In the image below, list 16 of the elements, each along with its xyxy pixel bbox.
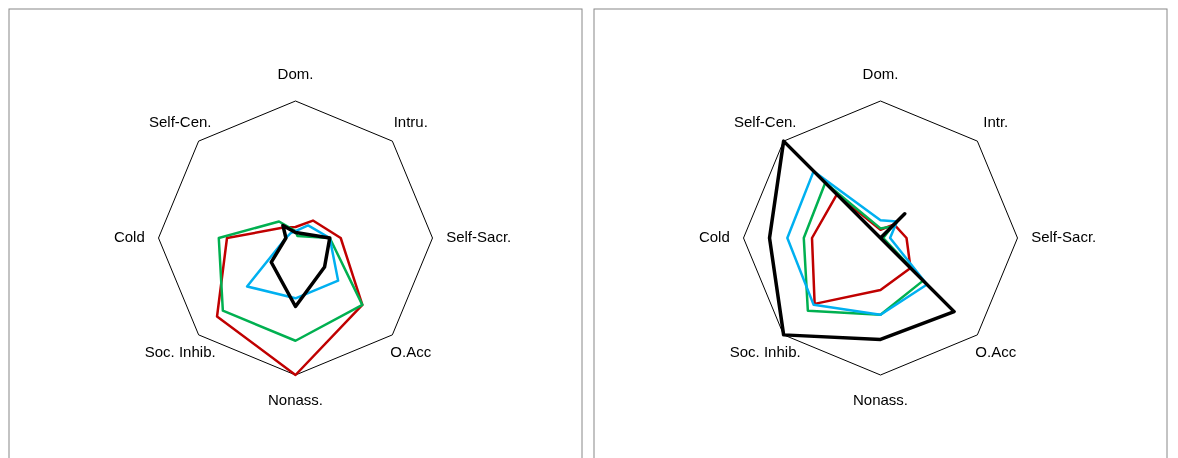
spoke-label: Nonass. <box>852 391 909 408</box>
spoke-label: Soc. Inhib. <box>729 343 801 361</box>
spoke-label: O.Acc <box>975 343 1017 361</box>
spoke-label: Dom. <box>862 64 899 82</box>
spoke-label: Cold <box>113 227 145 245</box>
spoke-label: Self-Cen. <box>733 112 797 130</box>
spoke-label: Self-Cen. <box>148 112 212 130</box>
spoke-label: Nonass. <box>267 391 324 408</box>
spoke-label: Self-Sacr. <box>446 227 512 245</box>
spoke-label: Intr. <box>983 112 1009 130</box>
spoke-label: Intru. <box>393 112 428 130</box>
spoke-label: Cold <box>698 227 730 245</box>
spoke-label: O.Acc <box>390 343 432 361</box>
spoke-label: Dom. <box>277 64 314 82</box>
spoke-label: Soc. Inhib. <box>144 343 216 361</box>
spoke-label: Self-Sacr. <box>1031 227 1097 245</box>
